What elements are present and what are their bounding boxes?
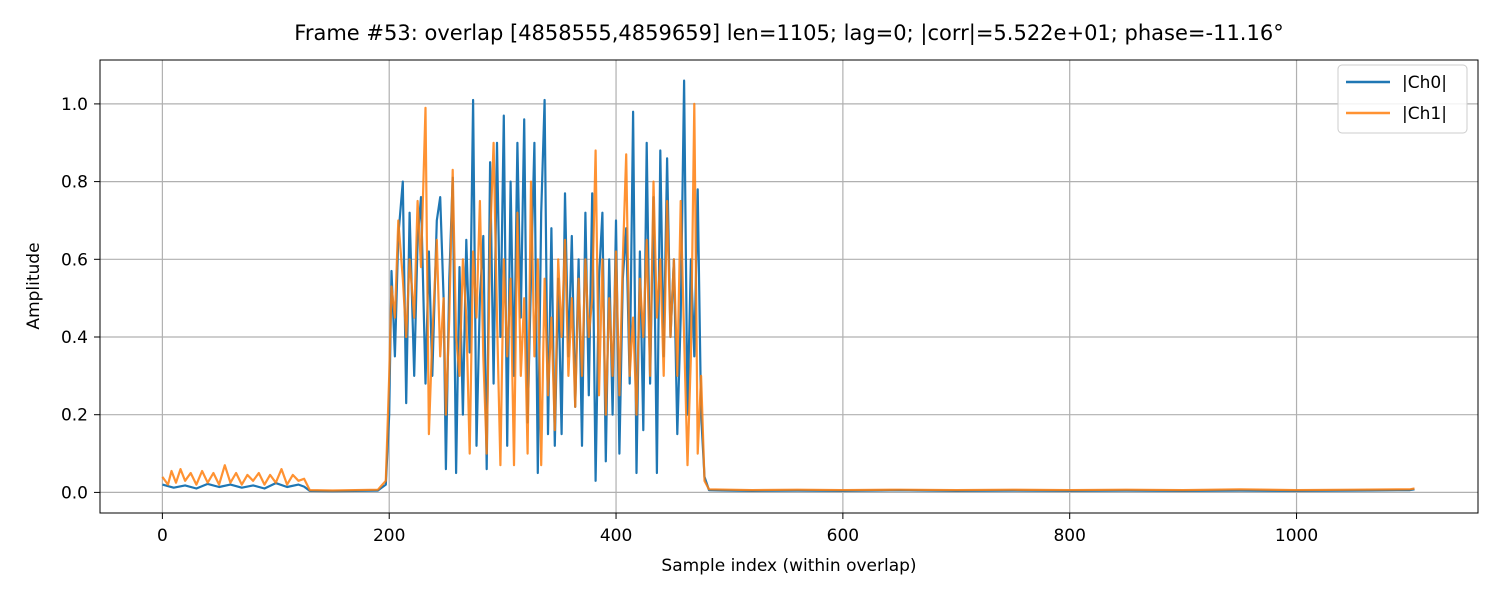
x-tick-label: 0 [157, 526, 168, 546]
legend-label-ch0: |Ch0| [1402, 73, 1447, 93]
x-axis-label: Sample index (within overlap) [661, 556, 916, 576]
chart-title: Frame #53: overlap [4858555,4859659] len… [294, 21, 1283, 46]
plot-frame [99, 59, 1479, 514]
series-line-ch1 [161, 102, 1415, 492]
series-group [161, 79, 1415, 493]
grid [100, 60, 1478, 513]
y-tick-label: 0.4 [61, 328, 88, 348]
x-tick-label: 600 [827, 526, 859, 546]
y-tick-label: 0.2 [61, 406, 88, 426]
y-tick-label: 0.8 [61, 173, 88, 193]
x-tick-label: 200 [373, 526, 405, 546]
series-line-ch0 [162, 79, 1415, 493]
y-tick-label: 0.0 [61, 483, 88, 503]
x-tick-label: 400 [600, 526, 632, 546]
legend: |Ch0| |Ch1| [1337, 64, 1468, 134]
x-tick-label: 1000 [1275, 526, 1318, 546]
y-tick-label: 0.6 [61, 250, 88, 270]
y-tick-label: 1.0 [61, 95, 88, 115]
x-axis-ticks: 0 200 400 600 800 1000 [157, 513, 1318, 546]
legend-label-ch1: |Ch1| [1402, 104, 1447, 124]
x-tick-label: 800 [1053, 526, 1085, 546]
y-axis-label: Amplitude [24, 242, 44, 329]
y-axis-ticks: 0.0 0.2 0.4 0.6 0.8 1.0 [61, 95, 100, 503]
